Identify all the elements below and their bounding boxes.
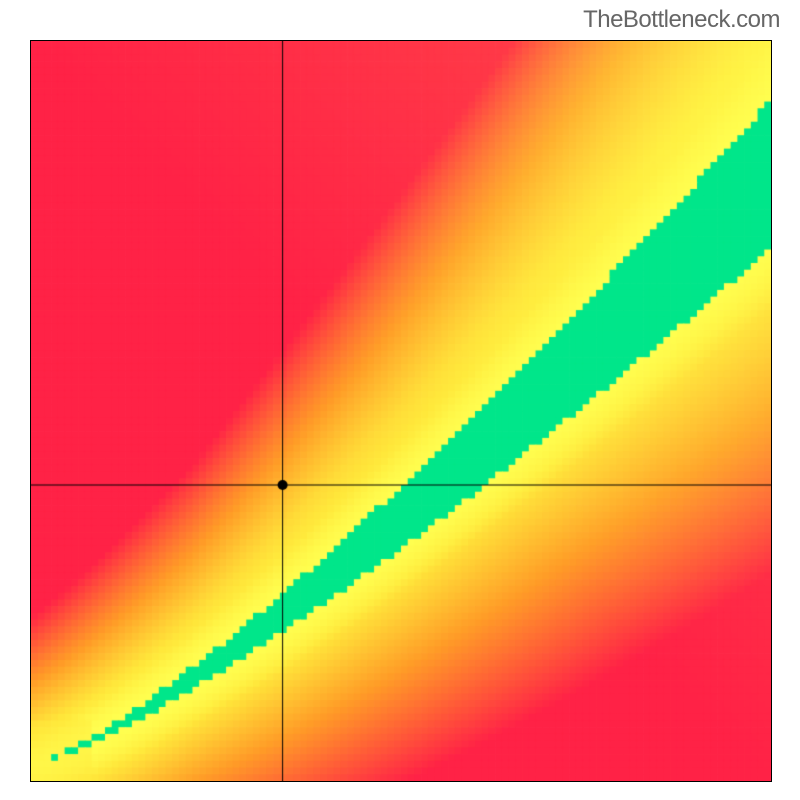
watermark-text: TheBottleneck.com [583,6,780,34]
bottleneck-heatmap [30,40,772,782]
chart-container: TheBottleneck.com [0,0,800,800]
